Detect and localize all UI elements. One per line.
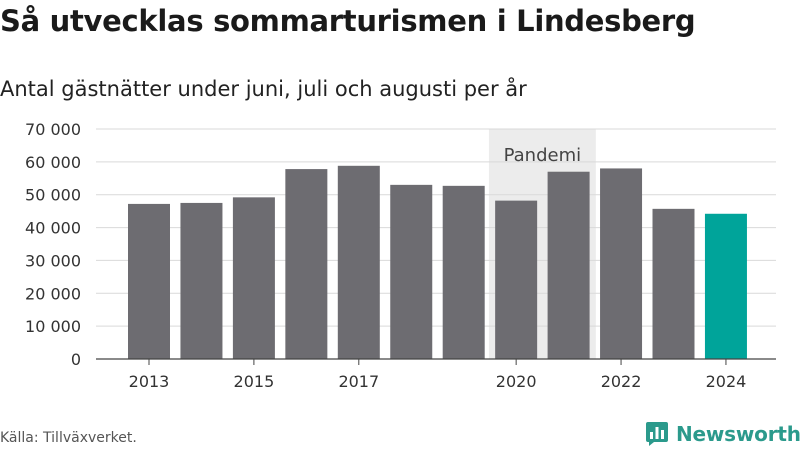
bar-2017 [337,165,380,359]
x-tick-label: 2022 [601,372,642,391]
y-tick-label: 30 000 [25,251,81,270]
y-tick-label: 60 000 [25,153,81,172]
x-tick-label: 2013 [129,372,170,391]
newsworthy-logo-icon [646,422,668,446]
bar-2022 [600,168,643,359]
bar-2016 [285,169,328,359]
bar-2015 [232,197,275,359]
x-tick-label: 2015 [234,372,275,391]
y-tick-label: 10 000 [25,317,81,336]
bar-2021 [547,171,590,359]
y-tick-label: 0 [71,350,81,369]
bar-2020 [495,200,538,359]
chart-title: Så utvecklas sommarturismen i Lindesberg [0,4,696,38]
bar-2013 [128,203,170,359]
bar-2019 [442,185,485,359]
brand-logo: Newsworthy [645,421,800,447]
y-tick-label: 70 000 [25,120,81,139]
brand-name: Newsworthy [676,422,800,446]
y-tick-label: 40 000 [25,219,81,238]
x-tick-label: 2020 [496,372,537,391]
y-tick-label: 50 000 [25,186,81,205]
y-tick-label: 20 000 [25,284,81,303]
bar-2024 [704,213,747,359]
x-tick-label: 2024 [706,372,747,391]
bar-2023 [652,208,695,359]
bar-2018 [390,184,433,359]
x-tick-label: 2017 [338,372,379,391]
annotation-label: Pandemi [504,145,582,166]
bar-2014 [180,202,223,359]
chart-subtitle: Antal gästnätter under juni, juli och au… [0,77,527,101]
source-note: Källa: Tillväxverket. [0,430,137,446]
